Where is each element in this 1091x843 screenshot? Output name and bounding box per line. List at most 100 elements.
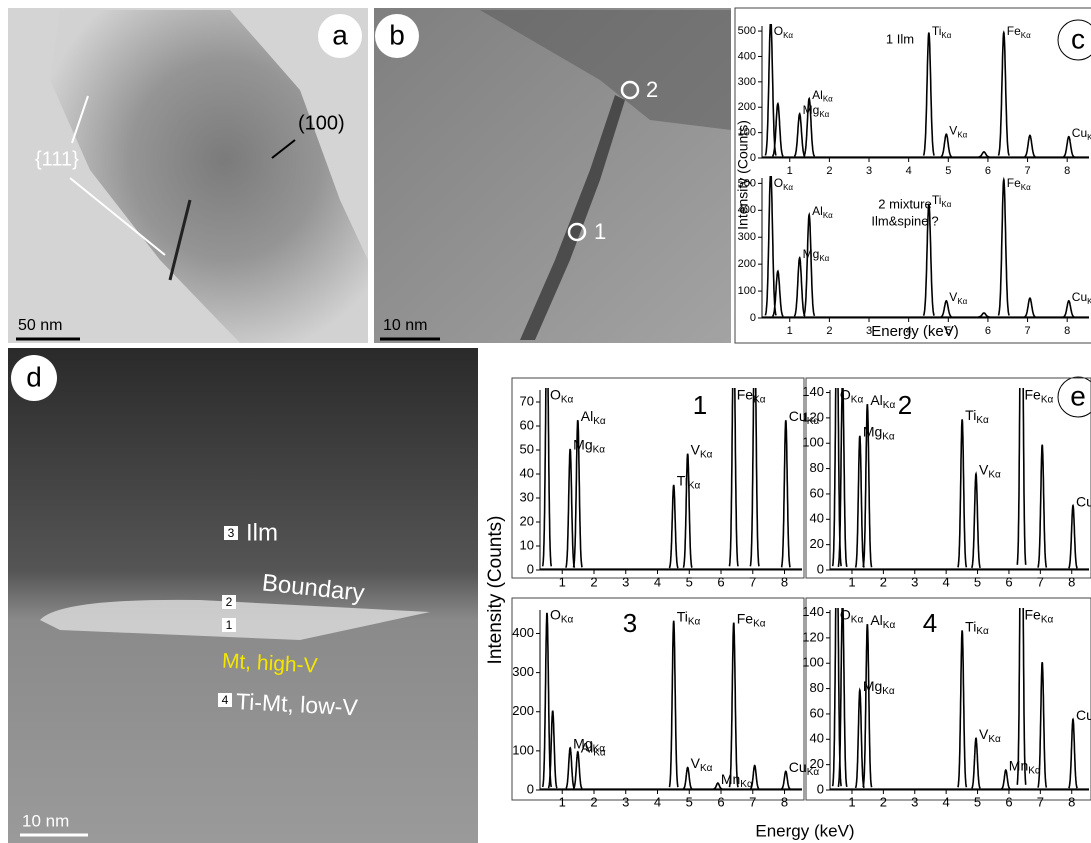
annotation: 2: [898, 390, 912, 420]
scale-bar-label: 50 nm: [18, 317, 62, 334]
panel-label: b: [389, 19, 405, 50]
y-tick-label: 400: [738, 204, 756, 216]
x-tick-label: 2: [826, 165, 832, 177]
peak-label: Cu: [1072, 126, 1087, 140]
panel-frame: [806, 598, 1091, 800]
peak-label: Ti: [965, 618, 976, 634]
peak: [924, 33, 935, 156]
peak: [972, 474, 981, 568]
spectrum: [543, 613, 790, 789]
peak-label-sub: Kα: [561, 615, 574, 626]
panel-label: c: [1071, 23, 1085, 54]
x-tick-label: 7: [1025, 165, 1031, 177]
peak-label-sub: Kα: [688, 481, 701, 492]
y-tick-label: 300: [738, 231, 756, 243]
y-tick-label: 60: [810, 705, 824, 720]
peak-label-sub: Kα: [941, 200, 951, 209]
peak-label: O: [550, 607, 561, 623]
micrograph: [8, 348, 478, 843]
x-tick-label: 4: [943, 794, 950, 809]
x-tick-label: 7: [1037, 794, 1044, 809]
annotation: {111}: [35, 148, 79, 170]
x-tick-label: 3: [911, 574, 918, 589]
peak-label: Al: [812, 88, 823, 102]
peak: [794, 258, 805, 317]
x-tick-label: 5: [945, 165, 951, 177]
y-tick-label: 200: [738, 258, 756, 270]
peak: [941, 134, 952, 157]
annotation: 1 Ilm: [886, 31, 914, 46]
peak-label-sub: Kα: [1087, 297, 1091, 306]
x-tick-label: 6: [717, 794, 724, 809]
x-tick-label: 5: [974, 574, 981, 589]
annotation: 1: [693, 390, 707, 420]
peak: [863, 624, 872, 787]
annotation: 4: [923, 608, 937, 638]
y-tick-label: 100: [512, 742, 534, 757]
peak: [1069, 506, 1077, 569]
x-tick-label: 6: [985, 165, 991, 177]
peak: [750, 329, 759, 566]
peak-label-sub: Kα: [882, 686, 895, 697]
x-tick-label: 7: [749, 794, 756, 809]
peak-label: Fe: [737, 610, 754, 626]
y-tick-label: 20: [810, 756, 824, 771]
peak-label: Mn: [721, 771, 740, 787]
x-tick-label: 2: [880, 574, 887, 589]
peak: [979, 152, 990, 157]
region-number: 3: [228, 526, 235, 540]
peak-label: Mg: [803, 247, 820, 261]
peak: [856, 690, 865, 788]
peak: [566, 748, 575, 789]
x-tick-label: 1: [787, 165, 793, 177]
peak-label: Al: [870, 392, 882, 408]
peak-label-sub: Kα: [740, 779, 753, 790]
peak-label: O: [550, 387, 561, 403]
peak-label-sub: Kα: [988, 470, 1001, 481]
peak-label: Cu: [1076, 707, 1091, 723]
peak-label: Cu: [1072, 290, 1087, 304]
x-tick-label: 3: [911, 794, 918, 809]
spectrum: [765, 172, 1074, 317]
x-tick-label: 4: [906, 165, 912, 177]
region-label: Ilm: [246, 519, 278, 546]
y-tick-label: 80: [810, 460, 824, 475]
x-tick-label: 5: [974, 794, 981, 809]
x-tick-label: 2: [826, 325, 832, 337]
peak: [729, 329, 738, 566]
y-tick-label: 0: [750, 152, 756, 164]
y-tick-label: 20: [520, 513, 534, 528]
x-tick-label: 5: [686, 794, 693, 809]
peak: [1025, 135, 1036, 156]
y-tick-label: 0: [817, 781, 824, 796]
y-tick-label: 10: [520, 537, 534, 552]
y-axis-label: Intensity (Counts): [485, 516, 506, 665]
x-tick-label: 2: [590, 794, 597, 809]
x-tick-label: 8: [1068, 794, 1075, 809]
peak-label-sub: Kα: [1021, 183, 1031, 192]
peak-label-sub: Kα: [851, 395, 864, 406]
x-tick-label: 2: [880, 794, 887, 809]
peak-label-sub: Kα: [819, 110, 829, 119]
peak-label-sub: Kα: [1028, 766, 1041, 777]
peak-label: Mg: [573, 437, 592, 453]
peak-label-sub: Kα: [593, 747, 606, 758]
y-tick-label: 80: [810, 680, 824, 695]
peak-label-sub: Kα: [1087, 133, 1091, 142]
marker-label: 2: [646, 77, 658, 102]
y-tick-label: 40: [520, 465, 534, 480]
annotation: Ilm&spinel?: [871, 213, 938, 228]
peak-label-sub: Kα: [976, 415, 989, 426]
y-tick-label: 100: [802, 655, 824, 670]
peak-label-sub: Kα: [823, 211, 833, 220]
peak-label: Mg: [863, 424, 882, 440]
peak-label-sub: Kα: [1021, 31, 1031, 40]
peak-label: Ti: [677, 473, 688, 489]
peak: [856, 436, 865, 568]
x-tick-label: 1: [559, 574, 566, 589]
peak-label-sub: Kα: [1041, 395, 1054, 406]
x-tick-label: 6: [1005, 794, 1012, 809]
peak-label: Cu: [789, 759, 807, 775]
y-tick-label: 50: [520, 441, 534, 456]
peak: [998, 33, 1009, 156]
